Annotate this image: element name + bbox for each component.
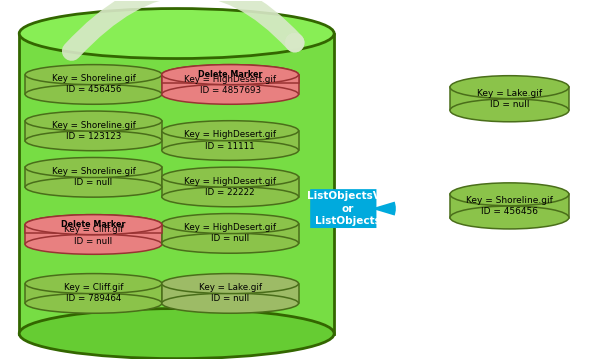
Bar <box>25 167 162 187</box>
Ellipse shape <box>25 157 162 177</box>
Ellipse shape <box>450 76 569 99</box>
FancyArrowPatch shape <box>72 0 295 51</box>
Text: ListObjectsV2
or
ListObjects: ListObjectsV2 or ListObjects <box>307 191 388 226</box>
Ellipse shape <box>450 206 569 229</box>
Ellipse shape <box>450 99 569 122</box>
Ellipse shape <box>25 64 162 85</box>
Bar <box>19 33 334 334</box>
Text: Key = HighDesert.gif
ID = null: Key = HighDesert.gif ID = null <box>184 223 276 243</box>
Text: Key = Shoreline.gif
ID = 123123: Key = Shoreline.gif ID = 123123 <box>51 121 136 141</box>
Text: Key = Shoreline.gif
ID = 456456: Key = Shoreline.gif ID = 456456 <box>466 196 553 216</box>
Bar <box>162 224 298 243</box>
Text: Key = Shoreline.gif
ID = 456456: Key = Shoreline.gif ID = 456456 <box>51 75 136 94</box>
Ellipse shape <box>25 177 162 197</box>
Ellipse shape <box>25 131 162 151</box>
Text: Key = Shoreline.gif
ID = null: Key = Shoreline.gif ID = null <box>51 167 136 187</box>
Bar <box>25 284 162 303</box>
Ellipse shape <box>19 9 334 59</box>
Text: Key = HighDesert.gif
ID = 22222: Key = HighDesert.gif ID = 22222 <box>184 177 276 197</box>
Ellipse shape <box>162 293 298 313</box>
Ellipse shape <box>162 274 298 294</box>
Ellipse shape <box>25 84 162 104</box>
Text: Key = HighDesert.gif
ID = 11111: Key = HighDesert.gif ID = 11111 <box>184 130 276 150</box>
Text: Key = HighDesert.gif
ID = 4857693: Key = HighDesert.gif ID = 4857693 <box>184 75 276 95</box>
FancyArrowPatch shape <box>310 207 377 210</box>
Ellipse shape <box>25 234 162 254</box>
Bar <box>25 75 162 94</box>
Ellipse shape <box>162 187 298 207</box>
Ellipse shape <box>25 293 162 313</box>
Text: Key = Lake.gif
ID = null: Key = Lake.gif ID = null <box>477 89 542 109</box>
Text: Key = Lake.gif
ID = null: Key = Lake.gif ID = null <box>199 283 261 303</box>
Ellipse shape <box>25 215 162 235</box>
Ellipse shape <box>25 111 162 131</box>
Ellipse shape <box>162 64 298 85</box>
Ellipse shape <box>162 213 298 234</box>
Text: Key = Cliff.gif
ID = 789464: Key = Cliff.gif ID = 789464 <box>64 283 123 303</box>
Ellipse shape <box>162 167 298 187</box>
Text: Delete Marker: Delete Marker <box>61 220 126 229</box>
Ellipse shape <box>162 140 298 160</box>
Bar <box>162 75 298 84</box>
Bar <box>162 177 298 197</box>
Ellipse shape <box>162 64 298 85</box>
Ellipse shape <box>162 84 298 104</box>
Ellipse shape <box>25 274 162 294</box>
Bar <box>450 87 569 111</box>
Bar <box>450 194 569 217</box>
Bar <box>25 225 162 234</box>
Bar <box>25 225 162 244</box>
Bar <box>162 75 298 94</box>
Ellipse shape <box>162 121 298 141</box>
Bar <box>162 284 298 303</box>
Bar <box>162 131 298 150</box>
Ellipse shape <box>25 215 162 235</box>
Ellipse shape <box>19 309 334 359</box>
Ellipse shape <box>162 233 298 253</box>
Bar <box>25 121 162 141</box>
Text: Key = Cliff.gif
ID = null: Key = Cliff.gif ID = null <box>64 225 123 246</box>
Ellipse shape <box>450 183 569 206</box>
Text: Delete Marker: Delete Marker <box>198 70 263 79</box>
